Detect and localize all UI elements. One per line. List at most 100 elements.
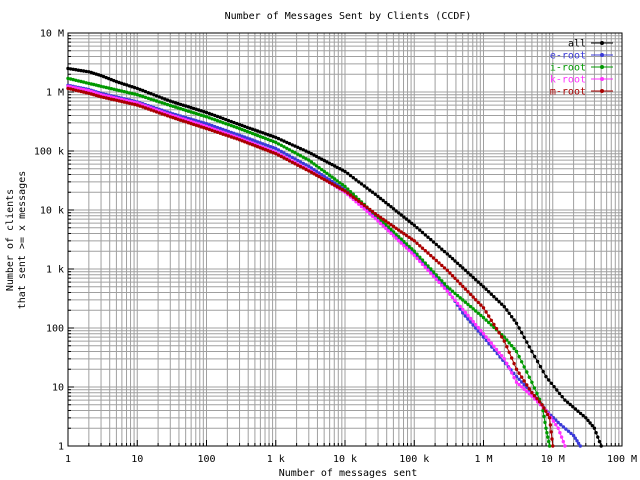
data-point <box>66 76 70 81</box>
data-point <box>423 249 427 253</box>
tick-labels: 1 10 100 1 k 10 k 100 k 1 M 10 M 100 M 1 10 100 1 k 1… <box>34 29 637 466</box>
data-point <box>399 237 403 241</box>
data-point <box>301 148 305 152</box>
data-point <box>76 89 81 93</box>
data-point <box>455 261 460 265</box>
data-point <box>255 140 260 144</box>
data-point <box>76 68 81 72</box>
data-point <box>590 423 594 428</box>
data-point <box>471 275 475 280</box>
data-point <box>384 226 388 231</box>
data-point <box>240 139 244 143</box>
data-point <box>426 268 430 272</box>
data-point <box>420 262 425 267</box>
data-point <box>348 190 353 194</box>
data-point <box>479 313 483 318</box>
data-point <box>510 344 514 348</box>
data-point <box>255 129 260 133</box>
data-point <box>293 157 297 161</box>
data-point <box>176 117 180 122</box>
data-point <box>218 126 222 131</box>
data-point <box>510 371 514 375</box>
data-point <box>74 88 78 93</box>
data-point <box>348 173 353 178</box>
data-point <box>274 135 278 140</box>
data-point <box>461 266 465 270</box>
data-point <box>463 268 468 272</box>
data-point <box>343 189 347 193</box>
data-point <box>226 122 231 127</box>
data-point <box>407 244 411 249</box>
data-point <box>448 292 452 296</box>
data-point <box>399 213 403 217</box>
data-point <box>402 232 406 236</box>
data-point <box>517 377 521 381</box>
data-point <box>125 101 129 105</box>
data-point <box>420 258 425 262</box>
data-point <box>285 157 289 162</box>
data-point <box>66 86 70 91</box>
data-point <box>207 123 211 127</box>
data-point <box>354 178 358 182</box>
y-tick-label: 100 k <box>34 147 64 158</box>
data-point <box>540 403 544 407</box>
data-point <box>135 86 139 91</box>
data-point <box>402 215 406 219</box>
data-point <box>171 100 175 104</box>
data-point <box>243 124 247 129</box>
data-point <box>399 230 403 234</box>
data-point <box>143 106 148 110</box>
data-point <box>317 174 321 179</box>
data-point <box>474 278 478 282</box>
data-point <box>117 99 121 103</box>
data-point <box>442 249 447 254</box>
data-point <box>522 379 526 383</box>
data-point <box>481 332 486 336</box>
data-point <box>448 287 452 291</box>
data-point <box>229 135 233 139</box>
data-point <box>84 81 88 85</box>
data-point <box>176 101 180 106</box>
data-point <box>245 125 249 130</box>
data-point <box>320 176 324 180</box>
data-point <box>538 364 543 369</box>
data-point <box>434 242 438 247</box>
data-point <box>296 158 300 163</box>
data-point <box>298 154 303 158</box>
data-point <box>120 99 124 104</box>
data-point <box>386 229 391 233</box>
data-point <box>317 171 321 175</box>
data-point <box>442 282 447 286</box>
data-point <box>248 142 252 146</box>
data-point <box>564 427 568 431</box>
data-point <box>497 300 501 304</box>
data-point <box>429 271 433 275</box>
data-point <box>226 134 231 138</box>
data-point <box>226 129 231 134</box>
data-point <box>68 87 73 91</box>
data-point <box>210 128 214 133</box>
data-point <box>152 109 156 113</box>
data-point <box>114 79 119 84</box>
data-point <box>199 109 203 113</box>
data-point <box>402 243 406 248</box>
data-point <box>510 315 514 319</box>
data-point <box>512 361 516 366</box>
data-point <box>487 338 491 342</box>
data-point <box>420 230 425 235</box>
data-point <box>458 264 462 268</box>
data-point <box>307 158 311 162</box>
data-point <box>301 166 305 170</box>
data-point <box>368 188 372 192</box>
data-point <box>365 205 369 210</box>
data-point <box>576 409 580 413</box>
data-point <box>381 217 385 221</box>
data-point <box>263 143 268 147</box>
data-point <box>274 140 278 145</box>
data-point <box>507 311 511 315</box>
data-point <box>79 79 83 84</box>
data-point <box>99 95 103 99</box>
data-point <box>333 177 337 181</box>
data-point <box>489 318 493 322</box>
